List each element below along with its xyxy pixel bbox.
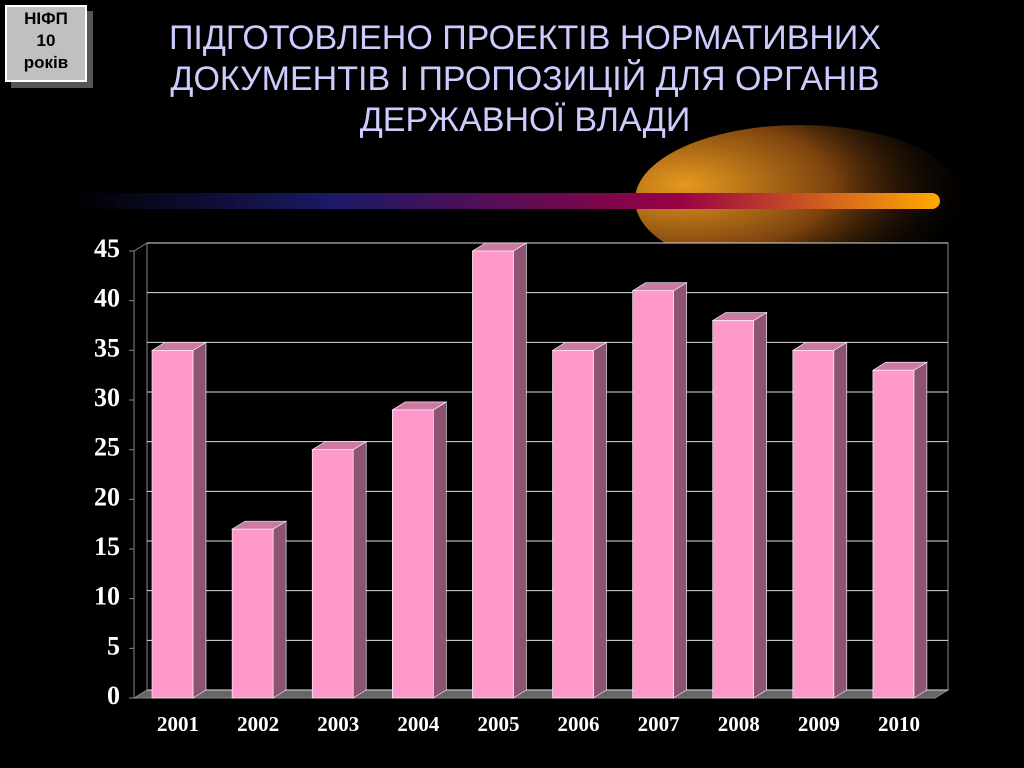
bar [712, 320, 755, 699]
x-tick-label: 2006 [558, 712, 600, 736]
y-tick-label: 5 [107, 631, 120, 660]
bar [151, 350, 194, 699]
bar-side [673, 282, 687, 699]
y-tick-label: 10 [94, 582, 120, 611]
x-tick-label: 2010 [878, 712, 920, 736]
badge-text: НІФП [24, 9, 68, 28]
bar [552, 350, 594, 699]
bar [231, 528, 274, 699]
x-tick-label: 2003 [317, 712, 359, 736]
bar-side [833, 341, 848, 699]
x-tick-label: 2009 [798, 712, 840, 736]
bar-side [593, 341, 607, 699]
bar-side [513, 242, 527, 699]
bar [632, 290, 674, 699]
y-tick-label: 45 [94, 234, 120, 263]
bar [792, 350, 835, 699]
bar-side [753, 311, 768, 699]
x-tick-label: 2007 [638, 712, 680, 736]
bar-side [352, 441, 367, 699]
y-tick-label: 25 [94, 433, 120, 462]
x-tick-label: 2008 [718, 712, 760, 736]
y-tick-label: 15 [94, 532, 120, 561]
bar-side [913, 361, 928, 699]
bar [311, 449, 354, 699]
badge: НІФП 10 років [5, 5, 87, 82]
badge-text: років [23, 53, 69, 72]
x-tick-label: 2005 [477, 712, 519, 736]
side-wall [133, 242, 148, 699]
x-tick-label: 2001 [157, 712, 199, 736]
x-tick-label: 2002 [237, 712, 279, 736]
bar [872, 369, 915, 699]
bar [472, 250, 514, 699]
y-tick-label: 40 [94, 284, 120, 313]
y-tick-label: 35 [94, 333, 120, 362]
x-tick-label: 2004 [397, 712, 440, 736]
y-tick-label: 20 [94, 482, 120, 511]
y-tick-label: 30 [94, 383, 120, 412]
bar-side [192, 341, 207, 699]
chart-title: ПІДГОТОВЛЕНО ПРОЕКТІВ НОРМАТИВНИХ ДОКУМЕ… [168, 19, 882, 139]
badge-text: 10 [36, 31, 56, 50]
bar [391, 409, 434, 699]
bar-side [432, 401, 447, 699]
y-tick-label: 0 [107, 681, 120, 710]
bar-side [272, 520, 287, 699]
decoration [70, 193, 940, 209]
